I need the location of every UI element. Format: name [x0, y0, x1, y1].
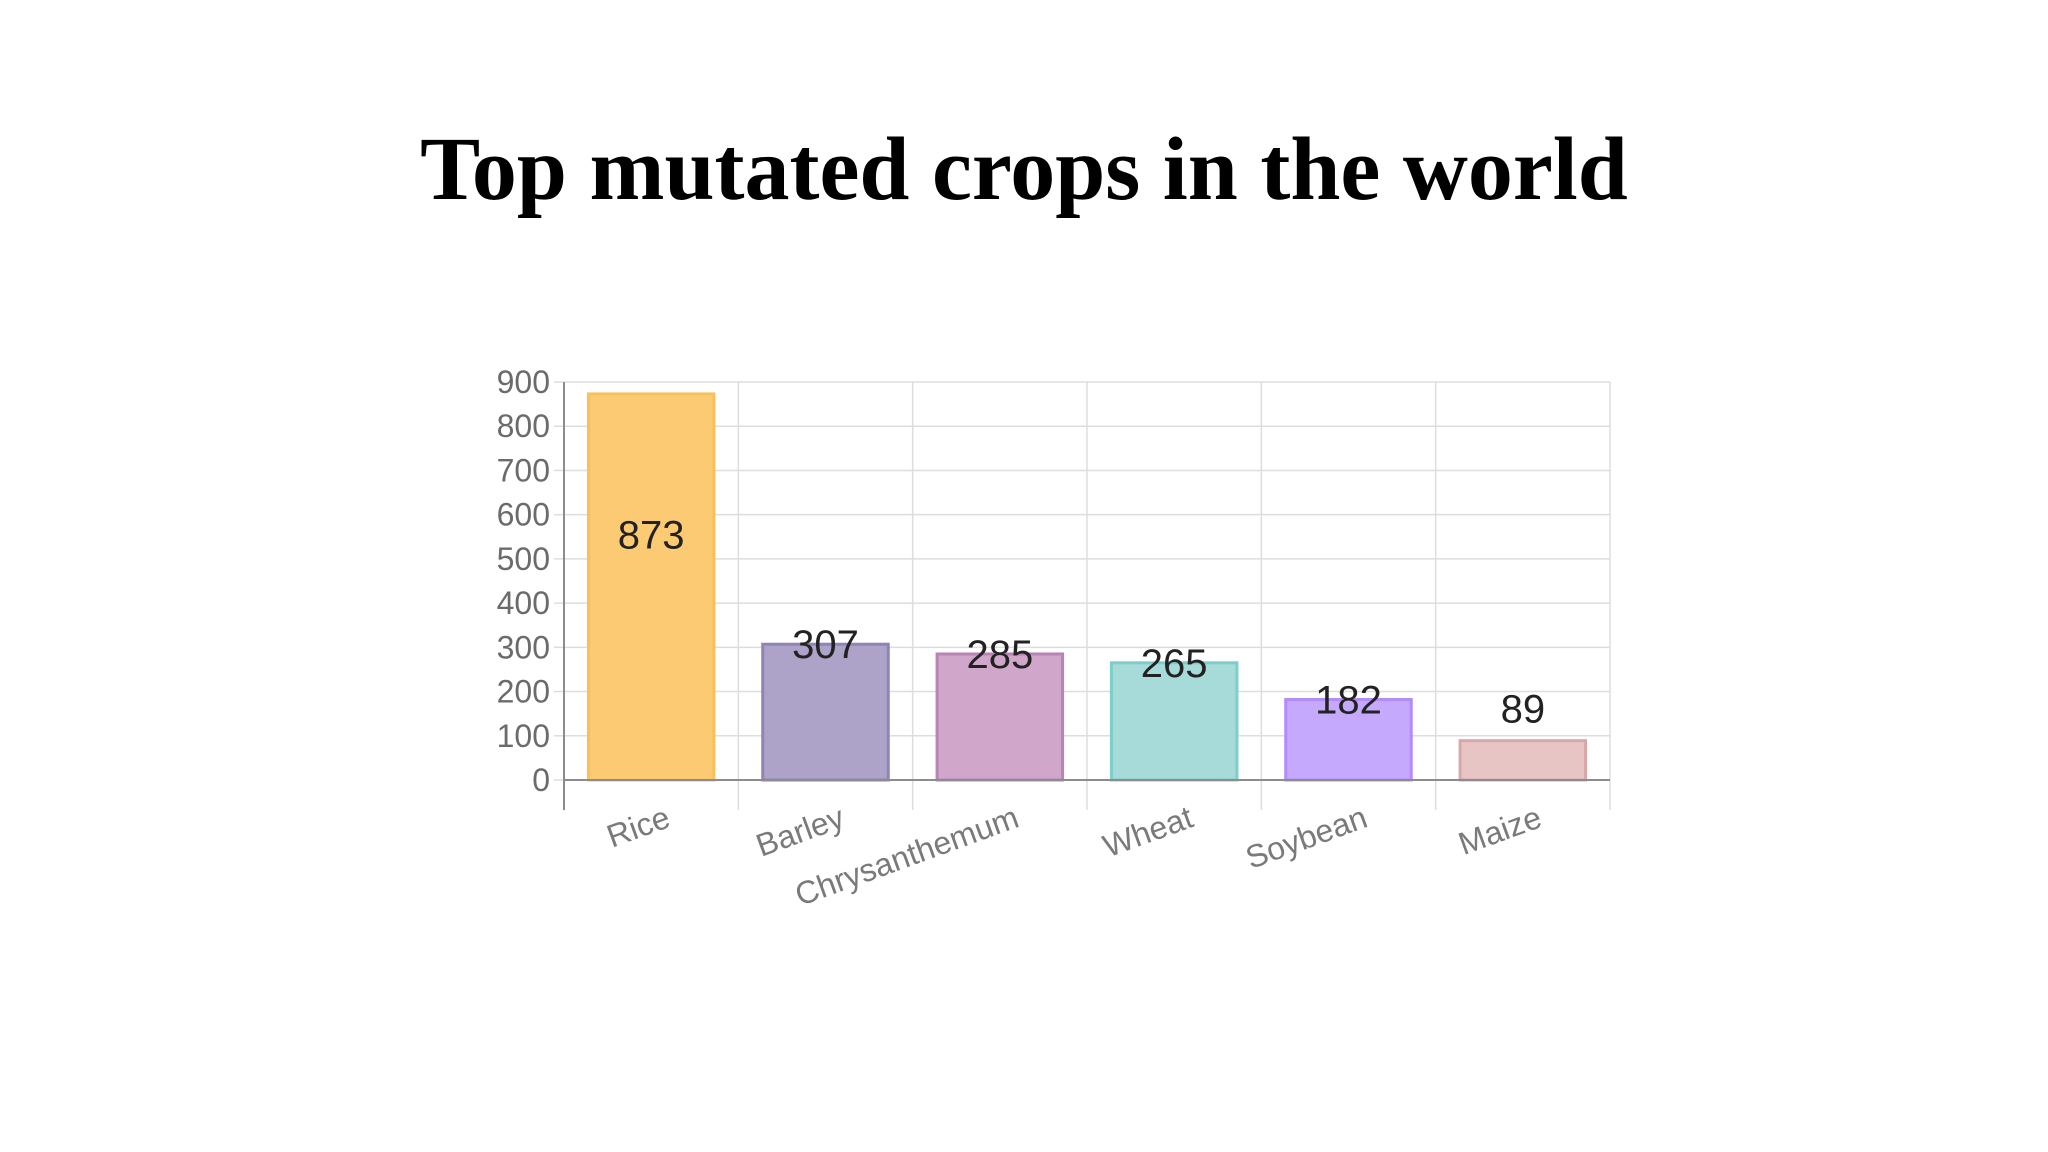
data-label-chrysanthemum: 285: [966, 633, 1033, 677]
y-tick-label: 700: [497, 452, 550, 488]
y-tick-label: 100: [497, 718, 550, 754]
bar-rice: [586, 392, 716, 782]
x-tick-label-maize: Maize: [1454, 799, 1547, 862]
slide-title: Top mutated crops in the world: [420, 120, 1628, 219]
x-tick-label-rice: Rice: [602, 799, 674, 855]
y-tick-label: 0: [532, 762, 550, 798]
y-tick-label: 800: [497, 408, 550, 444]
y-tick-label: 500: [497, 541, 550, 577]
y-tick-label: 600: [497, 497, 550, 533]
data-label-maize: 89: [1501, 688, 1546, 732]
data-label-soybean: 182: [1315, 679, 1382, 723]
data-label-rice: 873: [618, 513, 685, 557]
x-tick-label-wheat: Wheat: [1098, 799, 1197, 864]
axis-layer: [554, 381, 1610, 810]
bars-layer: [586, 392, 1588, 782]
x-tick-label-barley: Barley: [751, 799, 849, 864]
y-tick-label: 400: [497, 585, 550, 621]
bar-barley: [761, 642, 890, 782]
bar-soybean: [1284, 698, 1413, 782]
bar-maize: [1458, 739, 1588, 782]
bar-chrysanthemum: [935, 652, 1065, 782]
y-tick-label: 900: [497, 364, 550, 400]
y-tick-label: 200: [497, 674, 550, 710]
y-tick-label: 300: [497, 629, 550, 665]
grid-layer: [564, 381, 1611, 810]
x-tick-label-soybean: Soybean: [1241, 799, 1372, 876]
data-label-barley: 307: [792, 623, 859, 667]
data-label-wheat: 265: [1141, 642, 1208, 686]
bar-wheat: [1109, 661, 1239, 782]
